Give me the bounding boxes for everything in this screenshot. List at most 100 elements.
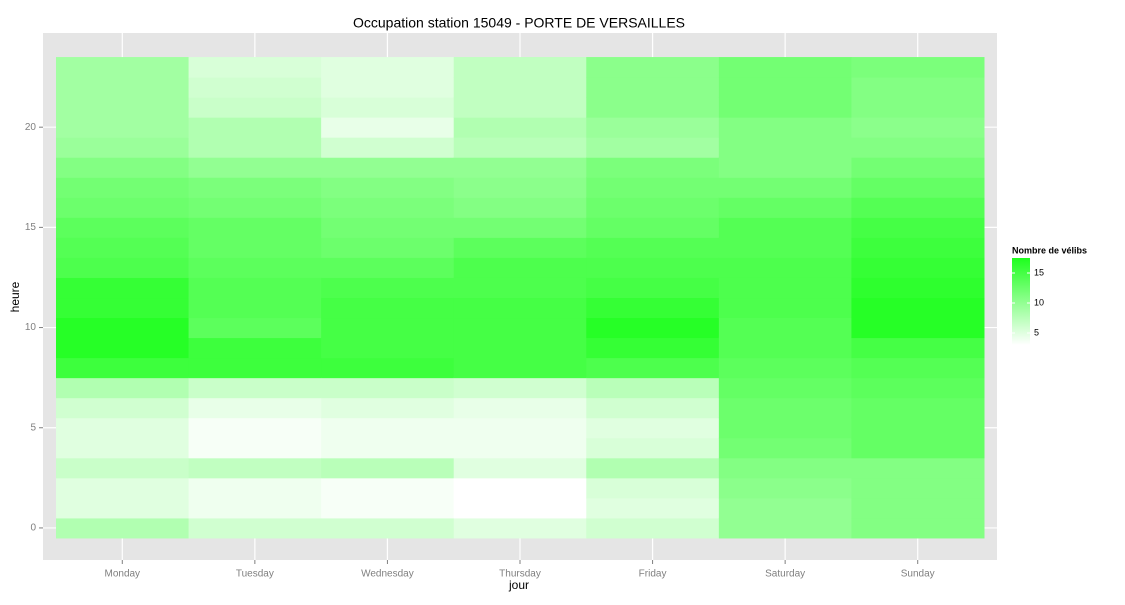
heat-cell: [718, 237, 852, 258]
heat-cell: [851, 197, 985, 218]
heat-cell: [586, 137, 720, 158]
heat-cell: [586, 477, 720, 499]
heat-cell: [718, 97, 852, 118]
heat-cell: [586, 437, 720, 459]
heat-cell: [56, 97, 190, 118]
heat-cell: [718, 177, 852, 198]
heat-cell: [718, 377, 852, 399]
heat-cell: [321, 497, 455, 519]
heat-cell: [321, 437, 455, 459]
heat-cell: [188, 457, 322, 479]
heat-cell: [453, 337, 587, 359]
heat-cell: [188, 177, 322, 198]
x-tick-label: Wednesday: [361, 569, 414, 580]
heat-cell: [851, 257, 985, 278]
heat-cell: [718, 217, 852, 238]
heat-cell: [453, 277, 587, 299]
heat-cell: [321, 257, 455, 278]
heat-cell: [188, 317, 322, 339]
heat-cell: [188, 517, 322, 539]
heat-cell: [56, 477, 190, 499]
heat-cell: [321, 237, 455, 258]
heat-cell: [718, 317, 852, 339]
heat-cell: [851, 97, 985, 118]
y-tick-label: 15: [25, 222, 37, 233]
heat-cell: [56, 517, 190, 539]
heat-cell: [851, 277, 985, 299]
heat-cell: [718, 257, 852, 278]
heat-cell: [188, 217, 322, 238]
heat-cell: [56, 357, 190, 379]
heat-cell: [321, 517, 455, 539]
heat-cell: [188, 377, 322, 399]
heat-cell: [56, 177, 190, 198]
heat-cell: [321, 277, 455, 299]
y-axis-label: heure: [8, 281, 22, 312]
heat-cell: [586, 237, 720, 258]
heat-cell: [586, 177, 720, 198]
heat-cell: [453, 517, 587, 539]
heat-cell: [56, 337, 190, 359]
heat-cell: [586, 297, 720, 319]
heat-cell: [188, 97, 322, 118]
heat-cell: [56, 57, 190, 78]
heat-cell: [586, 197, 720, 218]
heat-cell: [56, 237, 190, 258]
heat-cell: [453, 77, 587, 98]
heat-cell: [851, 177, 985, 198]
heat-cell: [851, 497, 985, 519]
heat-cell: [586, 77, 720, 98]
heat-cell: [321, 217, 455, 238]
x-axis-label: jour: [508, 578, 529, 592]
heat-cell: [586, 517, 720, 539]
heat-cell: [188, 337, 322, 359]
heat-cell: [56, 317, 190, 339]
heat-cell: [453, 137, 587, 158]
heat-cell: [321, 457, 455, 479]
heat-cell: [718, 277, 852, 299]
heat-cell: [718, 77, 852, 98]
heat-cell: [718, 497, 852, 519]
heat-cell: [56, 257, 190, 278]
heat-cell: [851, 417, 985, 439]
heat-cell: [321, 157, 455, 178]
heat-cell: [586, 317, 720, 339]
heat-cell: [56, 137, 190, 158]
heat-cell: [188, 77, 322, 98]
heat-cell: [718, 137, 852, 158]
chart-title: Occupation station 15049 - PORTE DE VERS…: [353, 15, 685, 31]
heat-cell: [188, 397, 322, 419]
heat-cell: [851, 137, 985, 158]
x-tick-label: Tuesday: [236, 569, 274, 580]
legend-tick-label: 10: [1034, 297, 1044, 307]
heat-cell: [851, 217, 985, 238]
heat-cell: [453, 497, 587, 519]
heat-cell: [56, 157, 190, 178]
heat-cell: [851, 157, 985, 178]
heat-cell: [586, 217, 720, 238]
heat-cell: [321, 377, 455, 399]
heat-cell: [188, 57, 322, 78]
x-tick-label: Friday: [639, 569, 667, 580]
heat-cell: [718, 297, 852, 319]
heat-cell: [586, 357, 720, 379]
heat-cell: [453, 177, 587, 198]
heat-cell: [453, 377, 587, 399]
heat-cell: [321, 297, 455, 319]
heat-cell: [321, 397, 455, 419]
heat-cell: [453, 157, 587, 178]
heat-cell: [718, 197, 852, 218]
y-tick-label: 0: [30, 523, 36, 534]
heat-cell: [718, 57, 852, 78]
heat-cell: [453, 117, 587, 138]
heat-cell: [718, 157, 852, 178]
heat-cell: [321, 417, 455, 439]
legend-tick-label: 15: [1034, 267, 1044, 277]
x-tick-label: Sunday: [901, 569, 935, 580]
heat-cell: [56, 457, 190, 479]
heat-cell: [56, 217, 190, 238]
heat-cell: [586, 97, 720, 118]
heat-cell: [453, 297, 587, 319]
heat-cell: [188, 297, 322, 319]
heat-cell: [851, 297, 985, 319]
